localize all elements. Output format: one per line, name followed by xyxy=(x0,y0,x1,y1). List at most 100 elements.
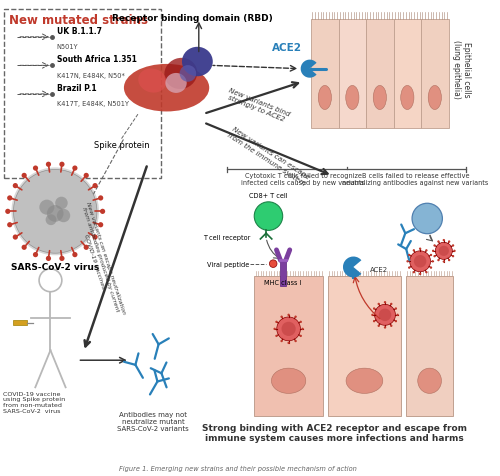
Text: K417T, E484K, N501Y: K417T, E484K, N501Y xyxy=(56,101,128,107)
Circle shape xyxy=(12,168,99,256)
Circle shape xyxy=(100,209,105,215)
Text: Antibodies may not
neutralize mutant
SARS-CoV-2 variants: Antibodies may not neutralize mutant SAR… xyxy=(118,411,189,431)
Text: South Africa 1.351: South Africa 1.351 xyxy=(56,55,136,64)
Circle shape xyxy=(434,245,436,247)
Circle shape xyxy=(5,209,10,215)
Circle shape xyxy=(274,328,276,330)
Ellipse shape xyxy=(346,368,383,394)
Bar xyxy=(421,20,448,129)
Circle shape xyxy=(276,335,278,337)
Circle shape xyxy=(454,250,456,252)
Text: B cells failed to release effective
neutralizing antibodies against new variants: B cells failed to release effective neut… xyxy=(342,172,488,186)
Circle shape xyxy=(384,327,386,329)
Circle shape xyxy=(436,243,452,260)
Ellipse shape xyxy=(272,368,306,394)
Text: ACE2: ACE2 xyxy=(272,43,302,53)
Circle shape xyxy=(378,325,380,327)
Text: COVID-19 vaccine
using Spike protein
from non-mutated
SARS-CoV-2  virus: COVID-19 vaccine using Spike protein fro… xyxy=(3,391,66,413)
Text: Cytotoxic T cells failed to recognize
infected cells caused by new variants: Cytotoxic T cells failed to recognize in… xyxy=(241,172,365,186)
Circle shape xyxy=(396,314,398,317)
Bar xyxy=(406,276,454,416)
Text: UK B.1.1.7: UK B.1.1.7 xyxy=(56,27,102,36)
Circle shape xyxy=(282,322,296,336)
Text: New variants bind
strongly to ACE2: New variants bind strongly to ACE2 xyxy=(224,87,290,123)
Ellipse shape xyxy=(180,66,196,82)
Circle shape xyxy=(12,235,18,240)
Circle shape xyxy=(72,166,78,171)
Circle shape xyxy=(373,307,376,310)
Circle shape xyxy=(378,309,392,321)
Circle shape xyxy=(14,170,97,254)
Ellipse shape xyxy=(428,86,442,110)
Circle shape xyxy=(432,250,434,252)
Circle shape xyxy=(33,166,38,171)
Bar xyxy=(311,20,338,129)
Ellipse shape xyxy=(164,59,197,90)
Circle shape xyxy=(84,173,89,178)
Ellipse shape xyxy=(418,368,442,394)
Circle shape xyxy=(430,254,432,257)
Text: Brazil P.1: Brazil P.1 xyxy=(56,84,96,93)
Circle shape xyxy=(55,197,68,210)
Ellipse shape xyxy=(166,74,186,94)
Bar xyxy=(328,276,401,416)
Circle shape xyxy=(277,317,300,341)
Bar xyxy=(394,20,421,129)
Text: Epithelial cells
(lung epithelia): Epithelial cells (lung epithelia) xyxy=(452,40,471,99)
Circle shape xyxy=(394,320,397,323)
Circle shape xyxy=(419,273,422,276)
Bar xyxy=(338,20,366,129)
Circle shape xyxy=(412,271,415,274)
Text: New mutated strains: New mutated strains xyxy=(9,14,148,27)
Circle shape xyxy=(372,314,374,317)
Circle shape xyxy=(302,328,304,330)
Circle shape xyxy=(40,200,54,215)
Circle shape xyxy=(442,261,445,263)
Circle shape xyxy=(254,202,282,231)
Text: Figure 1. Emerging new strains and their possible mechanism of action: Figure 1. Emerging new strains and their… xyxy=(118,465,356,471)
Circle shape xyxy=(60,256,64,261)
Circle shape xyxy=(448,259,450,262)
Circle shape xyxy=(432,260,434,263)
Circle shape xyxy=(276,321,278,323)
Circle shape xyxy=(270,260,277,268)
Bar xyxy=(14,320,27,326)
Circle shape xyxy=(46,215,56,226)
Ellipse shape xyxy=(138,69,166,93)
Ellipse shape xyxy=(318,86,332,110)
Circle shape xyxy=(425,249,428,252)
Circle shape xyxy=(280,340,283,343)
Circle shape xyxy=(438,246,449,257)
Text: ACE2: ACE2 xyxy=(370,267,388,273)
Circle shape xyxy=(22,245,27,250)
Circle shape xyxy=(46,162,51,168)
Circle shape xyxy=(373,320,376,323)
Circle shape xyxy=(46,256,51,261)
Circle shape xyxy=(12,184,18,189)
Circle shape xyxy=(430,267,432,269)
Circle shape xyxy=(378,303,380,306)
Text: Receptor binding domain (RBD): Receptor binding domain (RBD) xyxy=(112,14,273,23)
Text: SARS-CoV-2 virus: SARS-CoV-2 virus xyxy=(11,263,100,272)
Circle shape xyxy=(280,316,283,318)
Circle shape xyxy=(92,184,98,189)
Circle shape xyxy=(438,241,440,243)
Circle shape xyxy=(374,305,396,326)
Circle shape xyxy=(452,245,454,247)
Bar xyxy=(254,276,323,416)
Circle shape xyxy=(22,173,27,178)
Circle shape xyxy=(47,206,64,222)
Circle shape xyxy=(412,204,442,234)
Circle shape xyxy=(72,252,78,258)
Circle shape xyxy=(288,342,290,344)
Circle shape xyxy=(406,260,408,263)
Circle shape xyxy=(434,256,436,258)
Bar xyxy=(280,261,285,287)
Ellipse shape xyxy=(346,86,359,110)
Circle shape xyxy=(438,259,440,262)
Text: Strong binding with ACE2 receptor and escape from
immune system causes more infe: Strong binding with ACE2 receptor and es… xyxy=(202,423,468,443)
Circle shape xyxy=(57,209,70,223)
Circle shape xyxy=(33,252,38,258)
Circle shape xyxy=(408,267,410,269)
Ellipse shape xyxy=(400,86,414,110)
